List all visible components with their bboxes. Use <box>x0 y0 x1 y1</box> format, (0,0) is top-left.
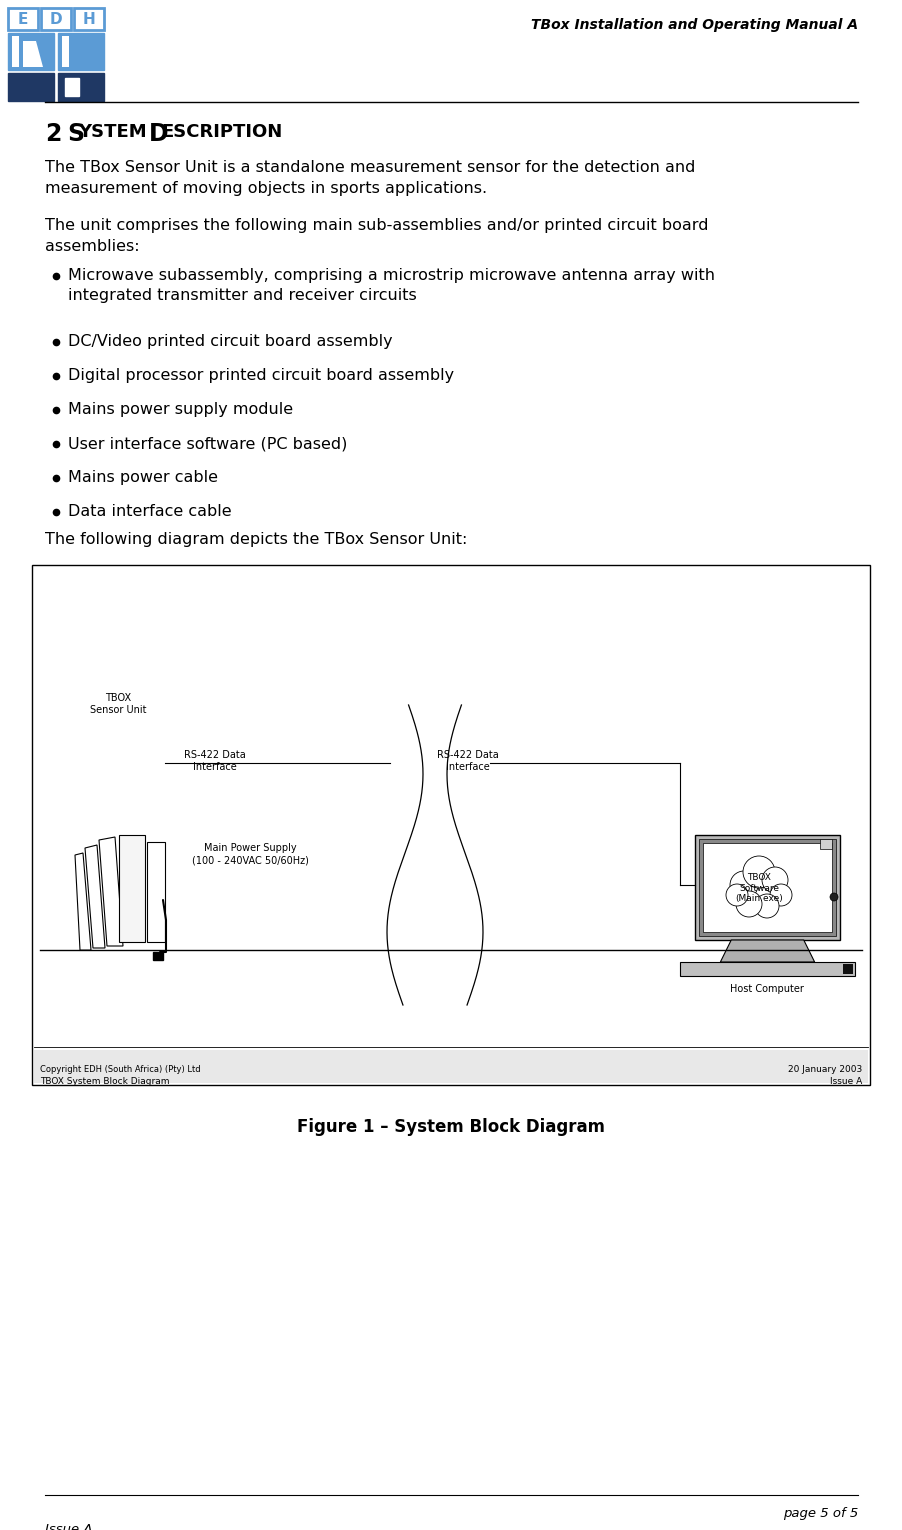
Text: Mains power cable: Mains power cable <box>68 470 217 485</box>
Bar <box>842 964 852 975</box>
Text: Issue A: Issue A <box>45 1522 92 1530</box>
Circle shape <box>735 890 761 916</box>
Text: Host Computer: Host Computer <box>729 984 803 995</box>
Circle shape <box>729 871 757 900</box>
Polygon shape <box>119 835 145 942</box>
Bar <box>695 835 839 939</box>
Text: The TBox Sensor Unit is a standalone measurement sensor for the detection and
me: The TBox Sensor Unit is a standalone mea… <box>45 161 695 196</box>
Text: TBOX System Block Diagram: TBOX System Block Diagram <box>40 1077 170 1086</box>
Text: 20 January 2003: 20 January 2003 <box>787 1065 861 1074</box>
Circle shape <box>754 894 778 918</box>
Circle shape <box>725 884 747 906</box>
Text: page 5 of 5: page 5 of 5 <box>782 1507 857 1519</box>
Text: Microwave subassembly, comprising a microstrip microwave antenna array with
inte: Microwave subassembly, comprising a micr… <box>68 268 714 303</box>
Bar <box>32 565 869 1085</box>
Text: TBOX
Software
(Main.exe): TBOX Software (Main.exe) <box>734 872 782 903</box>
Polygon shape <box>85 845 105 949</box>
Circle shape <box>829 894 837 901</box>
Text: RS-422 Data
Interface: RS-422 Data Interface <box>437 750 498 773</box>
Bar <box>819 838 831 849</box>
Circle shape <box>742 855 774 887</box>
Text: User interface software (PC based): User interface software (PC based) <box>68 436 347 451</box>
Bar <box>8 73 54 101</box>
Bar <box>65 78 78 96</box>
Text: RS-422 Data
Interface: RS-422 Data Interface <box>184 750 245 773</box>
Polygon shape <box>23 41 43 67</box>
Text: Data interface cable: Data interface cable <box>68 503 232 519</box>
Text: Main Power Supply
(100 - 240VAC 50/60Hz): Main Power Supply (100 - 240VAC 50/60Hz) <box>191 843 308 866</box>
Text: D: D <box>50 12 62 26</box>
Text: H: H <box>83 12 96 26</box>
Text: Copyright EDH (South Africa) (Pty) Ltd: Copyright EDH (South Africa) (Pty) Ltd <box>40 1065 200 1074</box>
Text: S: S <box>67 122 84 145</box>
Circle shape <box>761 868 787 894</box>
Text: The following diagram depicts the TBox Sensor Unit:: The following diagram depicts the TBox S… <box>45 532 467 548</box>
Text: TBox Installation and Operating Manual A: TBox Installation and Operating Manual A <box>530 18 857 32</box>
Text: DC/Video printed circuit board assembly: DC/Video printed circuit board assembly <box>68 334 392 349</box>
Text: E: E <box>18 12 28 26</box>
Bar <box>34 1050 867 1083</box>
Text: YSTEM: YSTEM <box>78 122 152 141</box>
Bar <box>12 37 19 67</box>
Bar <box>149 868 161 890</box>
Bar <box>58 73 104 101</box>
Bar <box>698 838 835 936</box>
Text: Mains power supply module: Mains power supply module <box>68 402 293 418</box>
Polygon shape <box>99 837 123 946</box>
Text: D: D <box>149 122 169 145</box>
Bar <box>8 8 38 31</box>
Bar <box>8 34 54 70</box>
Bar <box>74 8 104 31</box>
Text: ESCRIPTION: ESCRIPTION <box>161 122 282 141</box>
Polygon shape <box>147 842 165 942</box>
Bar <box>679 962 854 976</box>
Bar <box>62 37 69 67</box>
Bar <box>58 34 104 70</box>
Text: TBOX
Sensor Unit: TBOX Sensor Unit <box>89 693 146 716</box>
Polygon shape <box>720 939 814 962</box>
Circle shape <box>769 884 791 906</box>
Text: Figure 1 – System Block Diagram: Figure 1 – System Block Diagram <box>297 1118 604 1135</box>
Bar <box>41 8 71 31</box>
Bar <box>152 952 163 959</box>
Text: 2: 2 <box>45 122 61 145</box>
Text: The unit comprises the following main sub-assemblies and/or printed circuit boar: The unit comprises the following main su… <box>45 217 708 254</box>
Bar <box>703 843 831 932</box>
Polygon shape <box>75 854 91 950</box>
Text: Issue A: Issue A <box>829 1077 861 1086</box>
Text: Digital processor printed circuit board assembly: Digital processor printed circuit board … <box>68 369 454 382</box>
